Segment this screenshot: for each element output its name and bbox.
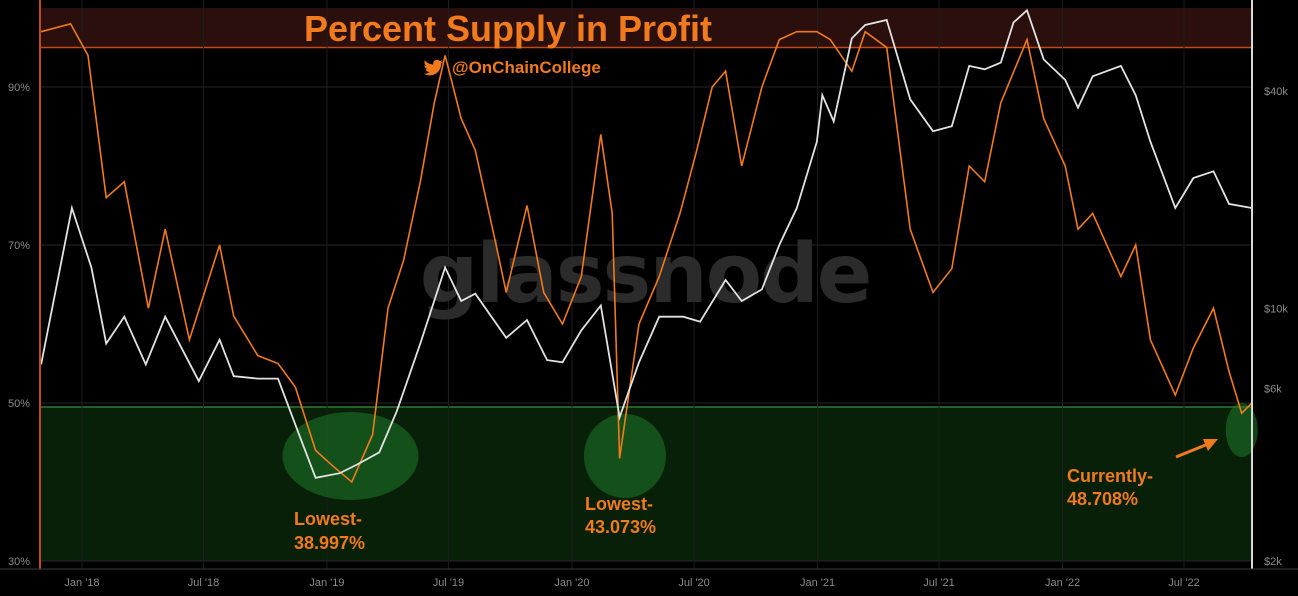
chart-title: Percent Supply in Profit — [304, 8, 712, 49]
annotation-label: Lowest- — [294, 509, 362, 529]
y-left-tick-label: 30% — [8, 556, 30, 568]
y-left-tick-label: 90% — [8, 82, 30, 94]
grid — [40, 0, 1252, 569]
series-price-line — [40, 8, 1252, 479]
x-tick-label: Jan '22 — [1045, 577, 1080, 589]
y-axis-right-ticks: $2k $6k $10k $40k — [1264, 86, 1288, 568]
annotation-label: Lowest- — [585, 494, 653, 514]
handle-text: @OnChainCollege — [452, 58, 601, 77]
annotations: Lowest- 38.997% Lowest- 43.073% Currentl… — [294, 439, 1218, 553]
annotation-current: Currently- 48.708% — [1067, 466, 1153, 509]
highlight-circle — [1225, 403, 1258, 457]
annotation-label: Currently- — [1067, 466, 1153, 486]
y-right-tick-label: $40k — [1264, 86, 1288, 98]
x-tick-label: Jan '20 — [554, 577, 589, 589]
arrow-head-icon — [1203, 439, 1218, 451]
x-axis-ticks: Jan '18 Jul '18 Jan '19 Jul '19 Jan '20 Jul '… — [64, 577, 1199, 589]
x-tick-label: Jul '21 — [923, 577, 954, 589]
annotation-value: 38.997% — [294, 533, 365, 553]
annotation-lowest-2020: Lowest- 43.073% — [585, 494, 656, 537]
x-tick-label: Jul '22 — [1168, 577, 1199, 589]
axes — [0, 0, 1298, 570]
x-tick-label: Jan '19 — [309, 577, 344, 589]
arrow-icon — [1175, 442, 1209, 459]
x-tick-label: Jul '20 — [678, 577, 709, 589]
x-tick-label: Jul '19 — [433, 577, 464, 589]
series-supply-in-profit-line — [40, 22, 1253, 484]
y-right-tick-label: $2k — [1264, 556, 1282, 568]
y-left-tick-label: 50% — [8, 398, 30, 410]
twitter-bird-icon — [423, 59, 444, 76]
y-right-tick-label: $6k — [1264, 384, 1282, 396]
highlight-circle — [583, 414, 666, 498]
x-tick-label: Jan '21 — [800, 577, 835, 589]
annotation-value: 48.708% — [1067, 489, 1138, 509]
annotation-value: 43.073% — [585, 517, 656, 537]
annotation-lowest-2019: Lowest- 38.997% — [294, 509, 365, 553]
y-left-tick-label: 70% — [8, 240, 30, 252]
watermark: glassnode — [420, 227, 871, 322]
y-right-tick-label: $10k — [1264, 304, 1288, 316]
y-axis-left-ticks: 30% 50% 70% 90% — [8, 82, 30, 568]
highlight-circle — [282, 412, 419, 500]
zone-upper — [40, 8, 1252, 48]
x-tick-label: Jul '18 — [188, 577, 219, 589]
x-tick-label: Jan '18 — [64, 577, 99, 589]
handle-row: @OnChainCollege — [423, 58, 601, 77]
